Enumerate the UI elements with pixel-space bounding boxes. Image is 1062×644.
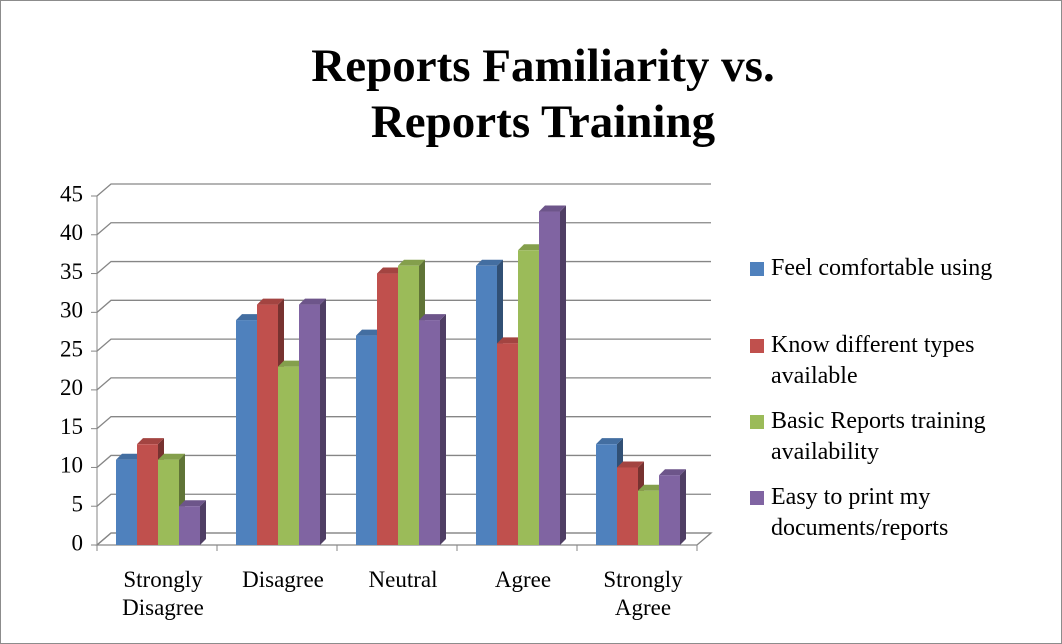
y-tick-label: 15 (60, 414, 83, 439)
bar (596, 444, 617, 545)
bar-top (356, 329, 383, 336)
bar (278, 366, 299, 545)
bar (257, 304, 278, 545)
bar (398, 265, 419, 545)
y-tick-label: 25 (60, 336, 83, 361)
bar (617, 467, 638, 545)
bar-top (596, 438, 623, 445)
bar-top (617, 461, 644, 468)
bar (158, 459, 179, 545)
bar-top (518, 244, 545, 251)
y-tick-label: 20 (60, 375, 83, 400)
bar-top (419, 314, 446, 321)
bar-side (440, 314, 446, 545)
y-tick-label: 35 (60, 259, 83, 284)
legend-label: Feel comfortable using (771, 255, 993, 281)
bar-top (659, 469, 686, 476)
legend-swatch (750, 415, 764, 429)
legend-label: Know different types available (771, 332, 975, 389)
bar-top (257, 298, 284, 305)
y-tick-label: 0 (72, 530, 84, 555)
bar-side (320, 298, 326, 545)
bar-side (560, 205, 566, 545)
y-tick-label: 30 (60, 298, 83, 323)
legend-swatch (750, 262, 764, 276)
bar-side (200, 500, 206, 545)
bar-top (638, 484, 665, 491)
bar (137, 444, 158, 545)
chart-title: Reports Familiarity vs. Reports Training (311, 40, 775, 148)
x-tick-label: Disagree (242, 567, 324, 592)
x-tick-label: Strongly Disagree (122, 567, 204, 620)
bar (476, 265, 497, 545)
bar-top (539, 205, 566, 212)
bar (377, 273, 398, 545)
bar-top (137, 438, 164, 445)
bar (299, 304, 320, 545)
bar-top (377, 267, 404, 274)
bar-top (299, 298, 326, 305)
y-tick-label: 45 (60, 181, 83, 206)
bar-top (278, 360, 305, 367)
bar-top (398, 259, 425, 266)
bar (539, 211, 560, 545)
y-tick-label: 10 (60, 453, 83, 478)
bar (236, 320, 257, 545)
bar-top (116, 453, 143, 460)
grid-line (96, 260, 711, 275)
grid-line (96, 222, 711, 236)
legend-swatch (750, 339, 764, 353)
bar-top (179, 500, 206, 507)
bar (518, 250, 539, 546)
y-tick-label: 5 (72, 492, 84, 517)
x-tick-label: Agree (494, 567, 552, 592)
bar (659, 475, 680, 545)
grid-line (96, 183, 711, 197)
bar (179, 506, 200, 545)
legend-label: Basic Reports training availability (771, 408, 986, 465)
x-tick-label: Neutral (368, 567, 438, 592)
bar-top (476, 259, 503, 266)
y-tick-label: 40 (60, 220, 83, 245)
bar (116, 459, 137, 545)
x-tick-label: Strongly Agree (603, 567, 683, 620)
bar-side (680, 469, 686, 545)
legend-label: Easy to print my documents/reports (771, 484, 949, 541)
bar (419, 320, 440, 545)
grid-line (96, 299, 711, 313)
legend-swatch (750, 491, 764, 505)
bar-top (236, 314, 263, 321)
bar-top (158, 453, 185, 460)
bar-top (497, 337, 524, 344)
bar (638, 490, 659, 545)
bar (497, 343, 518, 545)
bar (356, 335, 377, 545)
